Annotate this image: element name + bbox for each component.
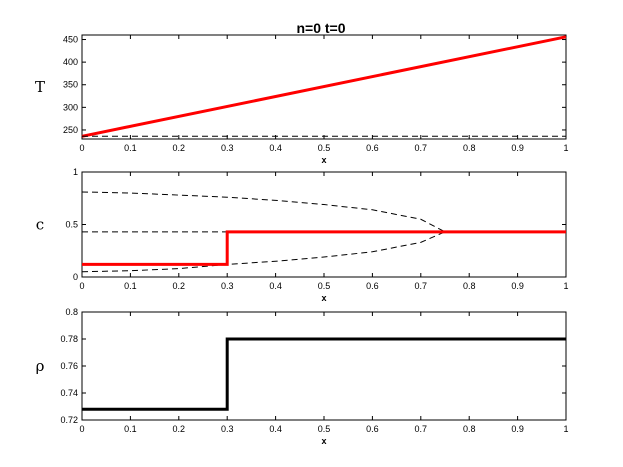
density-xtick-label: 0.2 (173, 424, 186, 434)
temperature-xtick-label: 0.4 (269, 143, 282, 153)
temperature-xtick-label: 0.5 (318, 143, 331, 153)
density-xtick-label: 0.1 (124, 424, 137, 434)
temperature-xtick-label: 0.3 (221, 143, 234, 153)
figure-title: n=0 t=0 (296, 20, 345, 36)
temperature-series-0-line (81, 35, 567, 138)
concentration-series-3-line (82, 230, 566, 266)
density-xlabel: x (321, 436, 326, 446)
temperature-ytick-label: 400 (63, 57, 78, 67)
temperature-xtick-label: 0 (79, 143, 84, 153)
density-xtick-label: 0.9 (511, 424, 524, 434)
density-series-0-line (82, 337, 566, 411)
temperature-xtick-label: 0.6 (366, 143, 379, 153)
concentration-xtick-label: 0.5 (318, 281, 331, 291)
concentration-xtick-label: 0 (79, 281, 84, 291)
concentration-xtick-label: 1 (563, 281, 568, 291)
concentration-xlabel: x (321, 293, 326, 303)
density-ytick-label: 0.74 (60, 388, 78, 398)
concentration-panel: 0 0.1 0.2 0.3 0.4 0.5 0.6 0.7 0.8 0.9 1 0 0.5 1 x c (36, 167, 569, 303)
density-ytick-label: 0.72 (60, 415, 78, 425)
concentration-series-1-line (81, 231, 446, 273)
density-xtick-label: 1 (563, 424, 568, 434)
concentration-ylabel: c (36, 216, 44, 234)
density-xtick-label: 0.7 (415, 424, 428, 434)
temperature-ylabel: T (35, 78, 45, 96)
concentration-xtick-label: 0.9 (511, 281, 524, 291)
density-xtick-label: 0.5 (318, 424, 331, 434)
concentration-series-0-line (81, 191, 446, 233)
concentration-ytick-label: 0 (73, 272, 78, 282)
density-xtick-label: 0.4 (269, 424, 282, 434)
temperature-ytick-label: 350 (63, 80, 78, 90)
temperature-ytick-label: 300 (63, 102, 78, 112)
concentration-xtick-label: 0.4 (269, 281, 282, 291)
density-ytick-label: 0.8 (65, 307, 78, 317)
temperature-xtick-label: 0.7 (415, 143, 428, 153)
concentration-xtick-label: 0.2 (173, 281, 186, 291)
concentration-xtick-label: 0.8 (463, 281, 476, 291)
temperature-xtick-label: 0.1 (124, 143, 137, 153)
concentration-ytick-label: 0.5 (65, 220, 78, 230)
concentration-ytick-label: 1 (73, 167, 78, 177)
temperature-ytick-label: 250 (63, 125, 78, 135)
density-xtick-label: 0.3 (221, 424, 234, 434)
concentration-xtick-label: 0.6 (366, 281, 379, 291)
temperature-ytick-label: 450 (63, 35, 78, 45)
density-ytick-label: 0.76 (60, 361, 78, 371)
density-xtick-label: 0.6 (366, 424, 379, 434)
concentration-xtick-label: 0.3 (221, 281, 234, 291)
temperature-xtick-label: 0.2 (173, 143, 186, 153)
density-axes-frame (81, 311, 567, 421)
temperature-xtick-label: 0.8 (463, 143, 476, 153)
concentration-xtick-label: 0.7 (415, 281, 428, 291)
density-panel: 0 0.1 0.2 0.3 0.4 0.5 0.6 0.7 0.8 0.9 1 0.72 0.74 0.7… (36, 307, 569, 446)
density-xtick-label: 0.8 (463, 424, 476, 434)
density-ytick-label: 0.78 (60, 334, 78, 344)
concentration-xtick-label: 0.1 (124, 281, 137, 291)
temperature-xtick-label: 0.9 (511, 143, 524, 153)
concentration-axes-frame (81, 171, 567, 278)
temperature-panel: 0 0.1 0.2 0.3 0.4 0.5 0.6 0.7 0.8 0.9 1 250 300 350 40… (35, 34, 569, 165)
temperature-xtick-label: 1 (563, 143, 568, 153)
density-xtick-label: 0 (79, 424, 84, 434)
temperature-xlabel: x (321, 155, 326, 165)
density-ylabel: ρ (36, 357, 45, 375)
